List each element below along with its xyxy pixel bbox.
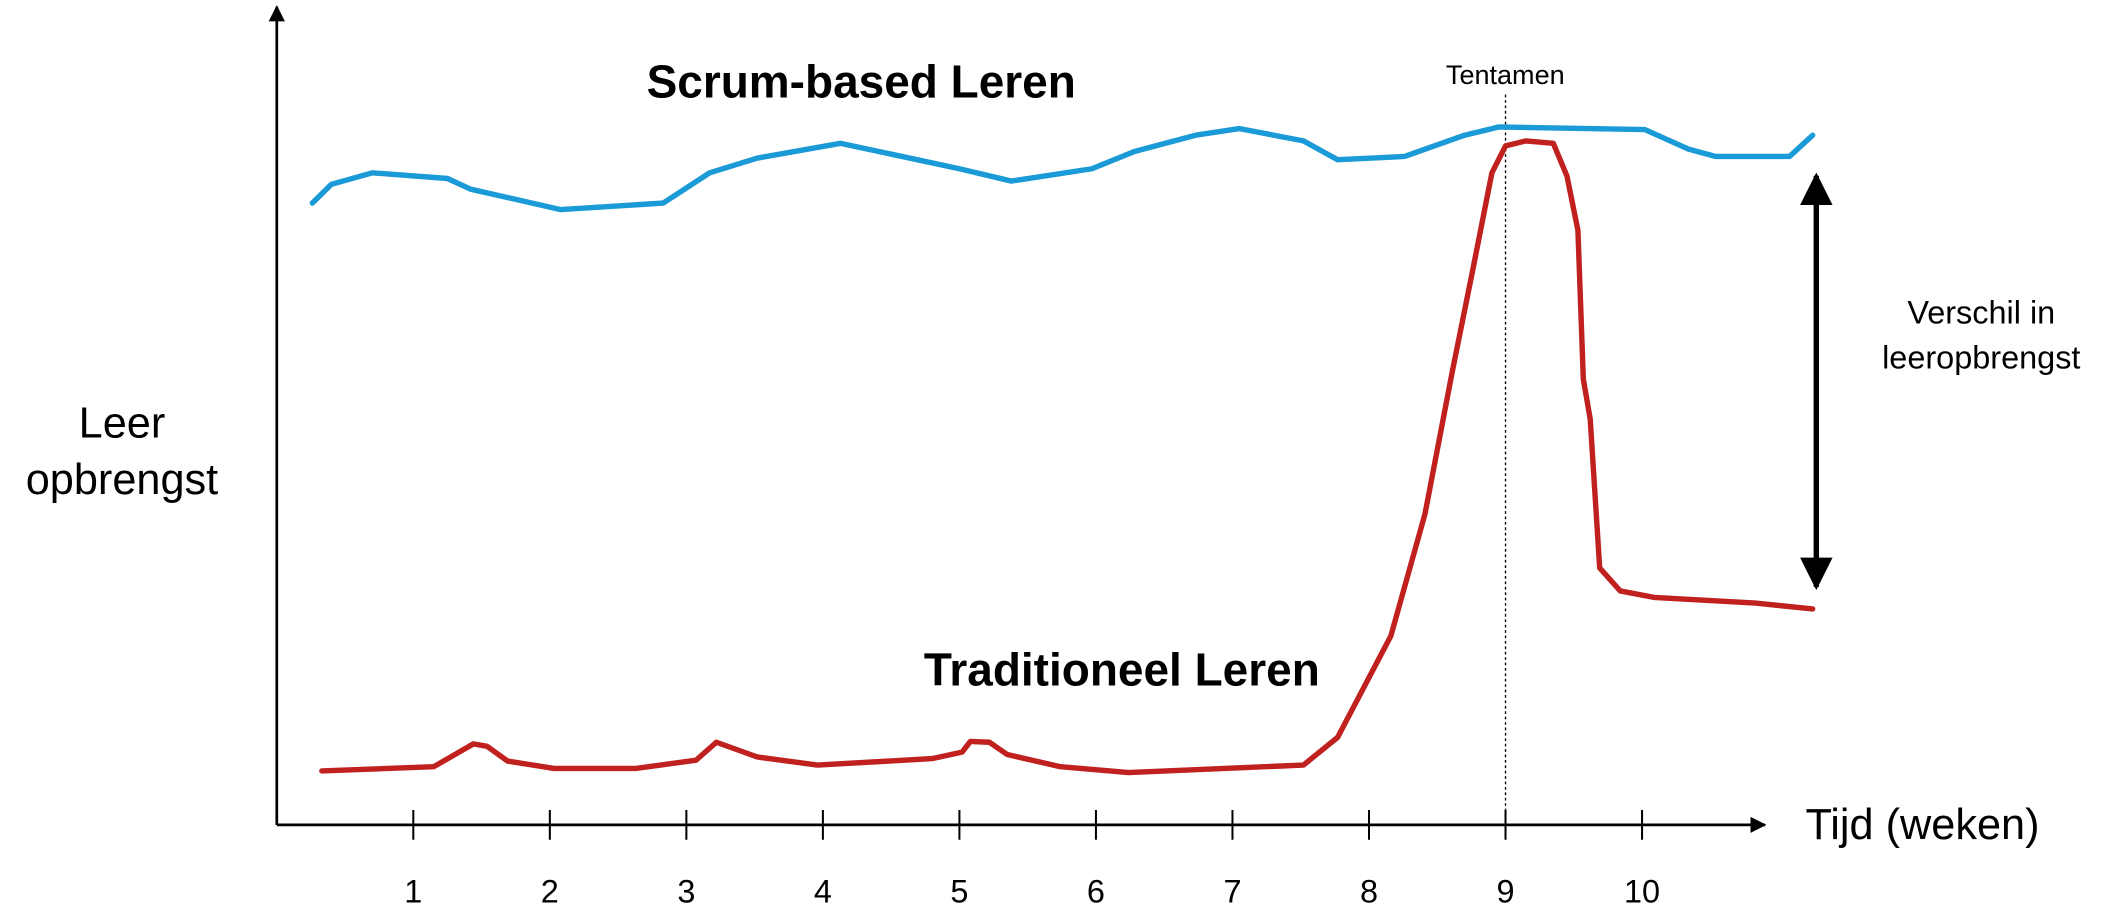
annotation: Verschil in <box>1907 295 2055 331</box>
marker-label: Tentamen <box>1446 60 1565 90</box>
x-tick-label: 4 <box>814 873 832 906</box>
x-tick-label: 5 <box>950 873 968 906</box>
x-axis-label: Tijd (weken) <box>1805 801 2039 849</box>
x-tick-label: 6 <box>1087 873 1105 906</box>
annotation: leeropbrengst <box>1882 339 2080 375</box>
series-label: Scrum-based Leren <box>647 55 1076 107</box>
series-label: Traditioneel Leren <box>924 644 1320 696</box>
series-line <box>319 138 1816 776</box>
x-tick-label: 10 <box>1624 873 1660 906</box>
y-axis-label: Leer <box>79 399 166 447</box>
series-line <box>309 124 1816 213</box>
x-tick-label: 9 <box>1497 873 1515 906</box>
x-tick-label: 7 <box>1223 873 1241 906</box>
y-axis-label: opbrengst <box>26 456 218 504</box>
x-tick-label: 2 <box>541 873 559 906</box>
x-tick-label: 3 <box>677 873 695 906</box>
x-tick-label: 8 <box>1360 873 1378 906</box>
x-tick-label: 1 <box>404 873 422 906</box>
